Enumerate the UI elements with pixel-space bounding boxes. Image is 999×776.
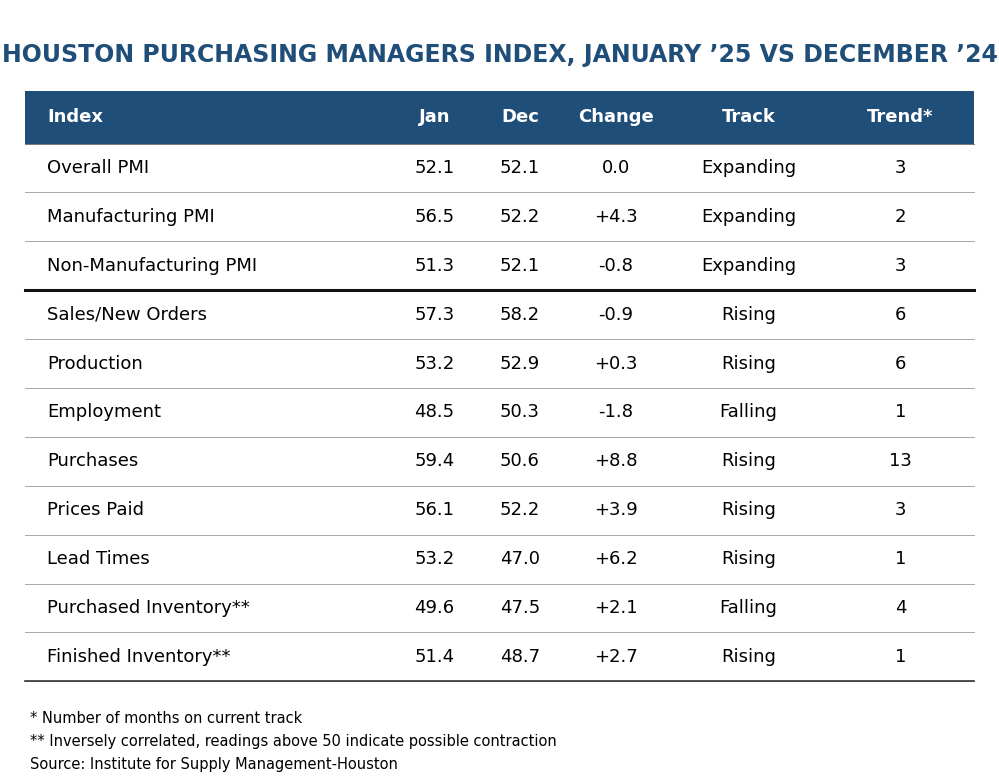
Text: 50.3: 50.3: [500, 404, 539, 421]
Text: 52.1: 52.1: [500, 159, 540, 177]
Text: ** Inversely correlated, readings above 50 indicate possible contraction: ** Inversely correlated, readings above …: [30, 734, 556, 749]
Text: 0.0: 0.0: [601, 159, 630, 177]
Text: +3.9: +3.9: [593, 501, 637, 519]
Text: Rising: Rising: [721, 452, 776, 470]
Text: Purchases: Purchases: [47, 452, 139, 470]
Text: 52.2: 52.2: [500, 501, 540, 519]
Text: Prices Paid: Prices Paid: [47, 501, 144, 519]
Text: 51.4: 51.4: [415, 648, 455, 666]
Text: Falling: Falling: [719, 599, 777, 617]
Text: Overall PMI: Overall PMI: [47, 159, 149, 177]
Text: 48.7: 48.7: [500, 648, 540, 666]
Text: 2: 2: [895, 208, 906, 226]
Text: 49.6: 49.6: [415, 599, 455, 617]
Text: Rising: Rising: [721, 501, 776, 519]
Text: 1: 1: [895, 648, 906, 666]
Text: Falling: Falling: [719, 404, 777, 421]
Text: Rising: Rising: [721, 550, 776, 568]
Text: 4: 4: [895, 599, 906, 617]
Text: Expanding: Expanding: [701, 159, 796, 177]
Text: Lead Times: Lead Times: [47, 550, 150, 568]
Text: 3: 3: [895, 159, 906, 177]
Text: 58.2: 58.2: [500, 306, 540, 324]
Text: 52.1: 52.1: [415, 159, 455, 177]
Text: Jan: Jan: [419, 108, 451, 126]
Text: 52.9: 52.9: [500, 355, 540, 372]
Text: 51.3: 51.3: [415, 257, 455, 275]
Text: +2.7: +2.7: [593, 648, 637, 666]
Text: Finished Inventory**: Finished Inventory**: [47, 648, 231, 666]
Text: * Number of months on current track: * Number of months on current track: [30, 711, 303, 726]
Text: Rising: Rising: [721, 648, 776, 666]
Text: 3: 3: [895, 257, 906, 275]
Text: Rising: Rising: [721, 306, 776, 324]
Text: +2.1: +2.1: [594, 599, 637, 617]
Text: Track: Track: [721, 108, 775, 126]
Text: Trend*: Trend*: [867, 108, 934, 126]
Text: -0.9: -0.9: [598, 306, 633, 324]
Text: 50.6: 50.6: [500, 452, 539, 470]
Text: Rising: Rising: [721, 355, 776, 372]
Text: 6: 6: [895, 355, 906, 372]
Text: 56.1: 56.1: [415, 501, 455, 519]
Text: Change: Change: [577, 108, 653, 126]
Text: Expanding: Expanding: [701, 208, 796, 226]
Text: 57.3: 57.3: [415, 306, 455, 324]
Text: Non-Manufacturing PMI: Non-Manufacturing PMI: [47, 257, 258, 275]
Text: 52.2: 52.2: [500, 208, 540, 226]
Text: -0.8: -0.8: [598, 257, 633, 275]
Text: 47.0: 47.0: [500, 550, 539, 568]
Text: +0.3: +0.3: [594, 355, 637, 372]
Text: HOUSTON PURCHASING MANAGERS INDEX, JANUARY ’25 VS DECEMBER ’24: HOUSTON PURCHASING MANAGERS INDEX, JANUA…: [2, 43, 997, 67]
Text: -1.8: -1.8: [598, 404, 633, 421]
Text: 53.2: 53.2: [415, 355, 455, 372]
Text: 1: 1: [895, 550, 906, 568]
Text: Source: Institute for Supply Management-Houston: Source: Institute for Supply Management-…: [30, 757, 398, 772]
Text: 47.5: 47.5: [500, 599, 540, 617]
Text: 56.5: 56.5: [415, 208, 455, 226]
Text: 1: 1: [895, 404, 906, 421]
Text: +4.3: +4.3: [593, 208, 637, 226]
Text: Purchased Inventory**: Purchased Inventory**: [47, 599, 250, 617]
Text: +6.2: +6.2: [594, 550, 637, 568]
Text: 52.1: 52.1: [500, 257, 540, 275]
Text: +8.8: +8.8: [594, 452, 637, 470]
Text: 59.4: 59.4: [415, 452, 455, 470]
Text: 3: 3: [895, 501, 906, 519]
Text: 13: 13: [889, 452, 912, 470]
Text: Production: Production: [47, 355, 143, 372]
Text: Sales/New Orders: Sales/New Orders: [47, 306, 207, 324]
Text: Employment: Employment: [47, 404, 161, 421]
Text: 53.2: 53.2: [415, 550, 455, 568]
Text: 6: 6: [895, 306, 906, 324]
Text: Index: Index: [47, 108, 103, 126]
Text: Expanding: Expanding: [701, 257, 796, 275]
Text: 48.5: 48.5: [415, 404, 455, 421]
Text: Manufacturing PMI: Manufacturing PMI: [47, 208, 215, 226]
Text: Dec: Dec: [500, 108, 538, 126]
